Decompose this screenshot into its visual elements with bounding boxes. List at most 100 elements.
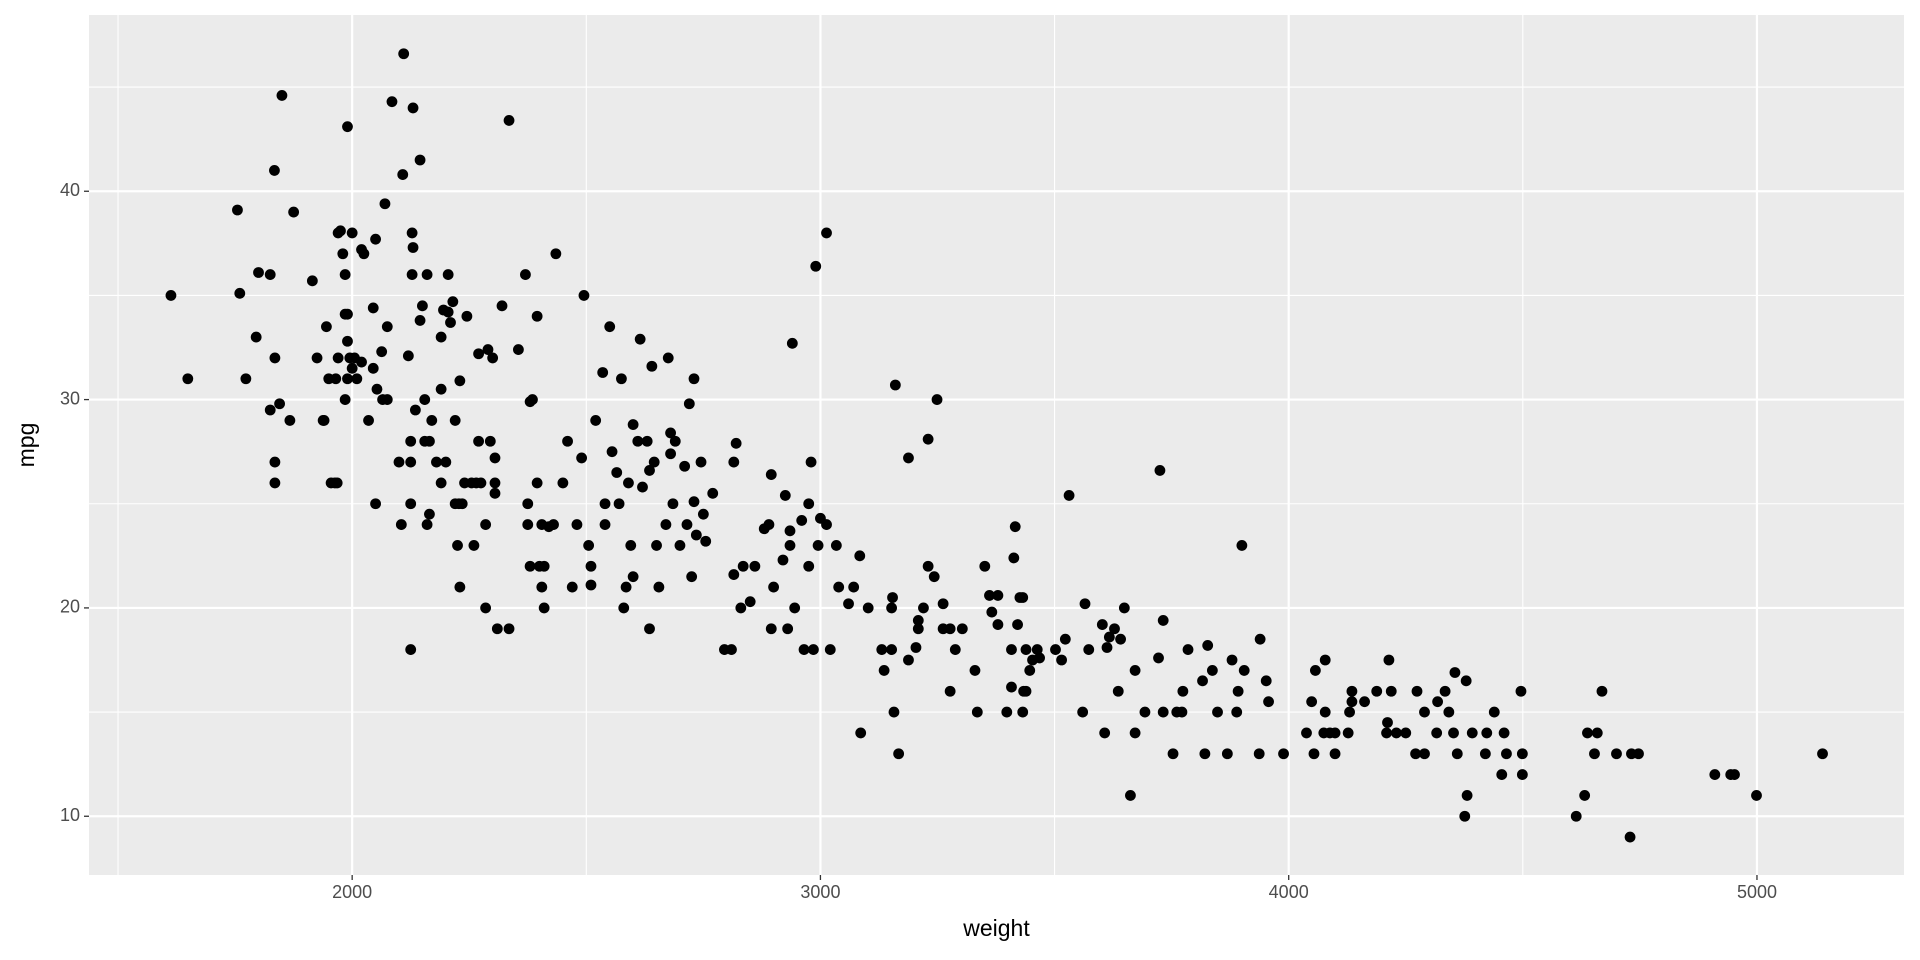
point [538, 602, 550, 614]
point [1371, 685, 1383, 697]
point [370, 233, 381, 245]
point [613, 498, 625, 510]
point [468, 540, 480, 551]
point [1410, 748, 1421, 760]
point [1346, 696, 1358, 708]
point [821, 519, 832, 530]
point [660, 519, 672, 530]
point [431, 456, 442, 468]
point [331, 477, 343, 489]
point [784, 525, 796, 537]
point [1096, 619, 1108, 630]
point [1031, 644, 1043, 655]
point [414, 315, 426, 326]
point [1751, 790, 1762, 801]
point [363, 415, 374, 426]
point [1206, 665, 1218, 676]
point [786, 337, 798, 349]
point [1329, 727, 1341, 739]
point [620, 581, 632, 593]
point [749, 560, 761, 572]
point [824, 644, 836, 655]
point [1221, 748, 1233, 760]
point [597, 367, 609, 378]
point [878, 665, 890, 676]
point [1109, 623, 1120, 635]
point [1231, 706, 1243, 718]
point [482, 344, 494, 355]
point [1342, 727, 1354, 739]
point [1709, 769, 1721, 780]
point [1006, 681, 1017, 693]
point [456, 498, 468, 510]
point [843, 598, 854, 610]
point [992, 619, 1004, 630]
point [435, 331, 447, 343]
point [1112, 685, 1124, 697]
point [306, 275, 318, 287]
point [782, 623, 794, 635]
point [1253, 748, 1265, 760]
point [744, 596, 756, 608]
point [1125, 790, 1136, 801]
point [381, 321, 393, 333]
point [886, 644, 898, 655]
point [1461, 790, 1473, 801]
point [447, 296, 459, 308]
point [398, 48, 410, 60]
point [922, 560, 934, 572]
point [1411, 685, 1423, 697]
point [264, 269, 276, 280]
point [585, 579, 597, 591]
point [949, 644, 961, 655]
point [406, 269, 418, 280]
point [646, 360, 658, 372]
point [421, 519, 433, 530]
point [1344, 706, 1355, 718]
y-axis-title: mpg [13, 423, 39, 468]
point [442, 306, 454, 318]
point [566, 581, 578, 593]
point [284, 415, 296, 426]
point [321, 321, 332, 333]
point [1439, 685, 1451, 697]
point [452, 540, 463, 551]
point [971, 706, 983, 718]
point [669, 435, 681, 447]
point [1319, 706, 1331, 718]
point [240, 373, 252, 385]
point [912, 623, 924, 635]
point [337, 248, 349, 260]
point [1481, 727, 1493, 739]
point [765, 623, 777, 635]
point [644, 465, 655, 476]
point [548, 519, 559, 530]
point [1515, 685, 1527, 697]
point [1383, 654, 1395, 666]
point [1390, 727, 1402, 739]
point [1496, 769, 1508, 780]
point [618, 602, 630, 614]
point [496, 300, 508, 312]
point [484, 435, 496, 447]
point [830, 540, 842, 551]
point [765, 469, 777, 480]
point [1101, 642, 1113, 653]
point [269, 477, 281, 489]
point [445, 317, 456, 328]
point [1099, 727, 1111, 739]
point [728, 569, 740, 580]
point [269, 352, 281, 364]
point [1129, 727, 1141, 739]
point [424, 508, 435, 520]
point [405, 644, 417, 655]
point [1459, 810, 1471, 822]
point [707, 487, 719, 499]
point [1448, 727, 1459, 739]
point [944, 685, 956, 697]
point [480, 519, 492, 530]
point [1570, 810, 1582, 822]
point [653, 581, 665, 593]
point [623, 477, 634, 489]
point [1306, 696, 1318, 708]
